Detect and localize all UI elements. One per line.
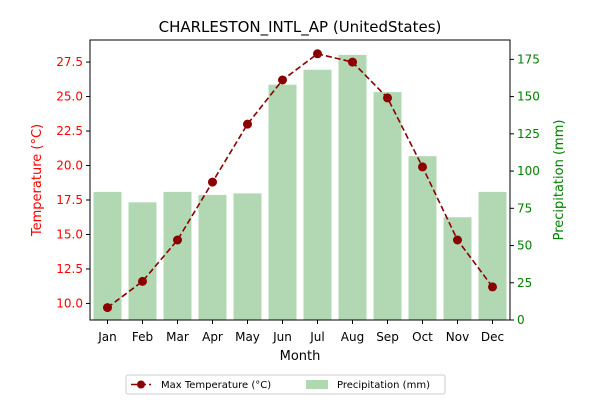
temp-point-nov	[453, 235, 462, 245]
precip-bar-jun	[268, 84, 297, 321]
precip-bar-nov	[443, 217, 472, 320]
y-right-tick-label: 100	[517, 164, 540, 178]
y-right-tick-label: 125	[517, 127, 540, 141]
temperature-series-line	[107, 52, 494, 309]
legend-marker-swatch	[137, 380, 145, 389]
legend-label-temperature: Max Temperature (°C)	[161, 380, 271, 391]
precip-bar-jul	[303, 69, 332, 320]
temp-point-may	[243, 119, 252, 129]
y-left-tick-label: 27.5	[56, 55, 83, 69]
precip-bar-jan	[93, 191, 122, 320]
y-left-tick-label: 20.0	[56, 159, 83, 173]
precipitation-bars	[93, 54, 507, 321]
y-left-tick-label: 17.5	[56, 193, 83, 207]
precip-bar-sep	[373, 92, 402, 321]
precip-bar-dec	[478, 191, 507, 320]
temp-point-jan	[103, 303, 112, 313]
temp-point-aug	[348, 57, 357, 67]
y-right-tick-label: 50	[517, 239, 532, 253]
precip-bar-feb	[128, 202, 157, 320]
y-right-tick-label: 175	[517, 52, 540, 66]
x-tick-label-jul: Jul	[309, 330, 324, 344]
x-tick-label-dec: Dec	[481, 330, 504, 344]
legend-label-precipitation: Precipitation (mm)	[337, 380, 430, 391]
x-tick-label-feb: Feb	[132, 330, 153, 344]
legend-bar-swatch	[306, 380, 328, 389]
y-right-tick-label: 25	[517, 276, 532, 290]
y-axis-right-label: Precipitation (mm)	[552, 120, 567, 241]
x-tick-label-jan: Jan	[97, 330, 117, 344]
y-left-tick-label: 12.5	[56, 262, 83, 276]
y-right-tick-label: 75	[517, 201, 532, 215]
x-tick-label-may: May	[235, 330, 260, 344]
x-tick-label-sep: Sep	[376, 330, 399, 344]
x-tick-label-aug: Aug	[341, 330, 364, 344]
y-left-tick-label: 25.0	[56, 90, 83, 104]
plot-frame	[89, 39, 511, 321]
x-tick-label-mar: Mar	[166, 330, 189, 344]
precip-bar-apr	[198, 194, 227, 320]
legend-box	[125, 374, 446, 395]
temp-point-feb	[138, 276, 147, 286]
temperature-line	[103, 49, 497, 313]
temp-point-oct	[418, 162, 427, 172]
x-axis-label: Month	[280, 349, 321, 364]
y-left-tick-label: 10.0	[56, 296, 83, 310]
precip-bar-aug	[338, 54, 367, 320]
precip-bar-oct	[408, 156, 437, 320]
x-tick-label-nov: Nov	[446, 330, 469, 344]
y-left-tick-label: 15.0	[56, 227, 83, 241]
y-left-tick-label: 22.5	[56, 124, 83, 138]
x-tick-label-jun: Jun	[272, 330, 292, 344]
temp-point-sep	[383, 93, 392, 103]
temp-point-apr	[208, 177, 217, 187]
precip-bar-mar	[163, 191, 192, 320]
temp-point-jul	[313, 49, 322, 59]
x-tick-label-apr: Apr	[202, 330, 223, 344]
legend: Max Temperature (°C) Precipitation (mm)	[125, 374, 446, 395]
x-tick-label-oct: Oct	[412, 330, 433, 344]
y-axis-left-label: Temperature (°C)	[30, 124, 45, 237]
y-right-tick-label: 150	[517, 90, 540, 104]
temp-point-mar	[173, 235, 182, 245]
chart-title: CHARLESTON_INTL_AP (UnitedStates)	[159, 18, 442, 37]
precip-bar-may	[233, 193, 262, 320]
axes: Jan Feb Mar Apr May Jun Jul Aug Sep Oct Nov Dec 10.0…	[56, 39, 540, 344]
temp-point-dec	[488, 282, 497, 292]
temp-point-jun	[278, 75, 287, 85]
y-right-tick-label: 0	[517, 313, 525, 327]
